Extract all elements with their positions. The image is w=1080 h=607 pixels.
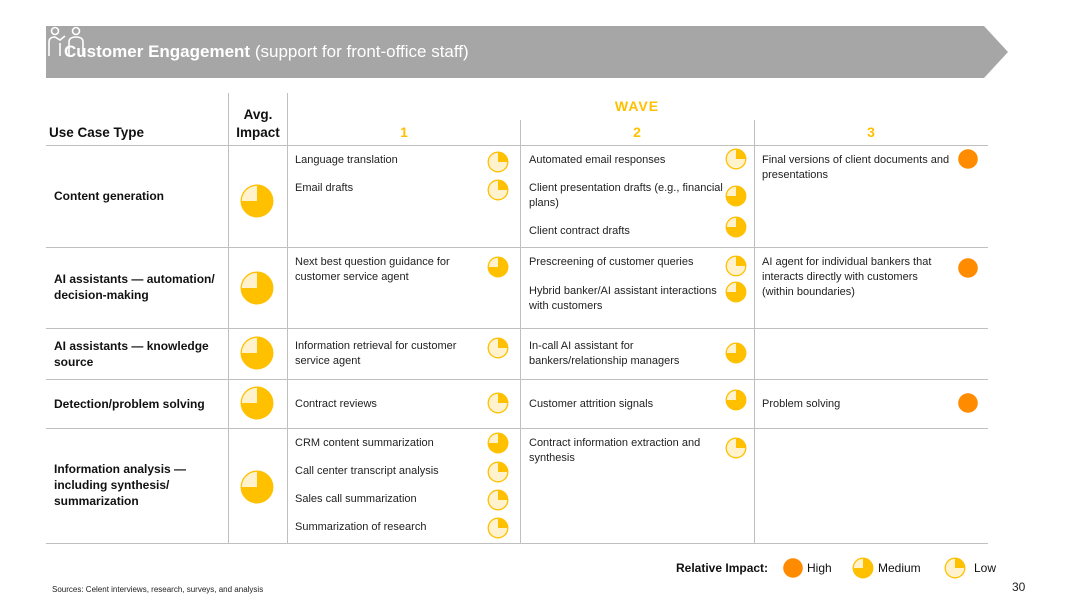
avg-impact-icon [240,336,274,370]
avg-impact-icon [240,470,274,504]
impact-icon [487,517,509,539]
impact-icon [487,461,509,483]
list-item: In-call AI assistant for bankers/relatio… [529,340,680,367]
avg-impact-icon [240,271,274,305]
list-item: Client presentation drafts (e.g., financ… [529,182,723,209]
row-label-ai-automation: AI assistants — automation/ decision-mak… [54,272,215,302]
grid-line-row1 [46,247,988,248]
banner-title-block: Customer Engagement (support for front-o… [64,26,469,78]
list-item: Call center transcript analysis [295,465,439,477]
row-label-content-generation: Content generation [54,189,164,203]
list-item: Summarization of research [295,521,427,533]
impact-icon [958,149,978,169]
people-icon [48,26,84,56]
grid-vline-3 [520,120,521,543]
avg-impact-icon [240,184,274,218]
list-item: Contract reviews [295,398,377,410]
impact-icon [725,148,747,170]
grid-vline-2 [287,93,288,543]
list-item: AI agent for individual bankers that int… [762,256,932,298]
list-item: Email drafts [295,182,354,194]
impact-icon [725,389,747,411]
section-banner: Customer Engagement (support for front-o… [46,26,1008,78]
grid-line-row2 [46,328,988,329]
header-use-case-type: Use Case Type [49,125,145,140]
list-item: Language translation [295,154,398,166]
impact-icon [487,256,509,278]
header-avg-impact: Avg. Impact [236,107,280,140]
grid-line-bottom [46,543,988,544]
list-item: Client contract drafts [529,225,630,237]
wave-number-1: 1 [400,124,408,140]
impact-icon [487,337,509,359]
legend-label-medium: Medium [878,561,921,575]
avg-impact-icon [240,386,274,420]
row-label-detection: Detection/problem solving [54,397,205,411]
impact-icon [725,342,747,364]
list-item: Problem solving [762,398,841,410]
impact-icon [725,216,747,238]
impact-icon [725,185,747,207]
list-item: Contract information extraction and synt… [529,437,701,464]
legend-high-icon [783,558,803,578]
impact-icon [487,151,509,173]
grid-line-row4 [46,428,988,429]
list-item: CRM content summarization [295,437,434,449]
legend-low-icon [944,557,966,579]
impact-icon [487,489,509,511]
wave-number-3: 3 [867,124,875,140]
legend-title: Relative Impact: [676,561,769,575]
impact-icon [958,258,978,278]
header-wave: WAVE [614,98,660,114]
list-item: Sales call summarization [295,493,417,505]
list-item: Next best question guidance for customer… [295,256,450,283]
page-number: 30 [1012,580,1026,594]
grid-line-row3 [46,379,988,380]
legend-medium-icon [852,557,874,579]
wave-number-2: 2 [633,124,641,140]
impact-icon [725,281,747,303]
impact-icon [725,255,747,277]
impact-icon [487,179,509,201]
list-item: Customer attrition signals [529,398,654,410]
list-item: Hybrid banker/AI assistant interactions … [529,285,717,312]
grid-vline-1 [228,93,229,543]
list-item: Information retrieval for customer servi… [295,340,457,367]
banner-subtitle: (support for front-office staff) [254,42,469,61]
impact-icon [958,393,978,413]
legend-label-low: Low [974,561,997,575]
list-item: Prescreening of customer queries [529,256,694,268]
legend-label-high: High [807,561,832,575]
row-label-ai-knowledge: AI assistants — knowledge source [54,339,209,369]
banner-arrow-shape [46,26,1008,78]
grid-vline-4 [754,120,755,543]
sources-note: Sources: Celent interviews, research, su… [52,585,264,594]
impact-icon [725,437,747,459]
grid-line-header [46,145,988,146]
row-label-info-analysis: Information analysis — including synthes… [54,462,187,508]
impact-icon [487,392,509,414]
impact-icon [487,432,509,454]
list-item: Automated email responses [529,154,666,166]
banner-title: Customer Engagement [64,42,251,61]
list-item: Final versions of client documents and p… [762,154,950,181]
